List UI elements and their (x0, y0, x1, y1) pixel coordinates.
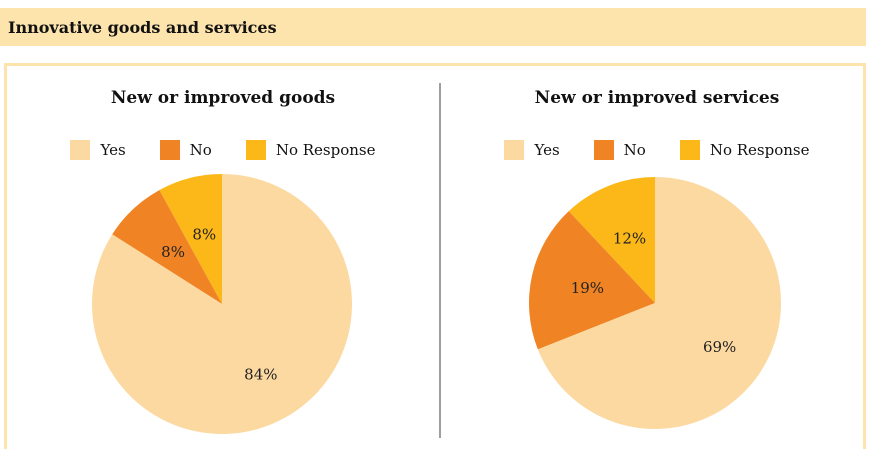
services-pie-chart: 12% 19% 69% (529, 177, 781, 429)
chart-frame (4, 63, 866, 449)
pie-slice-no-response (568, 177, 655, 303)
pie-label-yes: 69% (703, 338, 736, 356)
section-header: Innovative goods and services (0, 8, 866, 46)
section-title: Innovative goods and services (8, 17, 277, 37)
legend-label-no: No (623, 141, 646, 159)
legend-item-yes: Yes (70, 140, 126, 160)
goods-chart-title: New or improved goods (110, 88, 336, 108)
legend-label-no-response: No Response (275, 141, 376, 159)
pie-slice-yes (91, 174, 353, 434)
pie-label-no-response: 8% (192, 226, 216, 244)
legend-swatch-no-response (245, 140, 266, 160)
legend-item-no-response: No Response (679, 140, 810, 160)
pie-label-yes: 84% (244, 366, 277, 384)
legend-swatch-yes (504, 140, 525, 160)
legend-item-no: No (593, 140, 646, 160)
legend-swatch-no (159, 140, 180, 160)
pie-label-no-response: 12% (613, 230, 646, 248)
legend-swatch-no-response (679, 140, 700, 160)
panel-divider (439, 83, 441, 438)
services-chart-title: New or improved services (534, 88, 780, 108)
services-chart-panel: New or improved services Yes No No Respo… (442, 66, 870, 449)
legend-swatch-yes (70, 140, 91, 160)
legend-label-no-response: No Response (709, 141, 810, 159)
legend-item-no: No (159, 140, 212, 160)
legend-item-no-response: No Response (245, 140, 376, 160)
pie-label-no: 8% (161, 243, 185, 261)
services-chart-legend: Yes No No Response (442, 140, 870, 160)
goods-pie-chart: 8% 8% 84% (91, 174, 353, 434)
pie-slice-no (529, 211, 655, 350)
legend-label-no: No (189, 141, 212, 159)
pie-slice-no-response (159, 174, 222, 304)
pie-label-no: 19% (571, 279, 604, 297)
legend-label-yes: Yes (100, 141, 126, 159)
legend-item-yes: Yes (504, 140, 560, 160)
legend-label-yes: Yes (534, 141, 560, 159)
pie-slice-no (112, 190, 222, 304)
pie-slice-yes (537, 177, 781, 429)
goods-chart-legend: Yes No No Response (8, 140, 438, 160)
goods-chart-panel: New or improved goods Yes No No Response… (8, 66, 438, 449)
legend-swatch-no (593, 140, 614, 160)
